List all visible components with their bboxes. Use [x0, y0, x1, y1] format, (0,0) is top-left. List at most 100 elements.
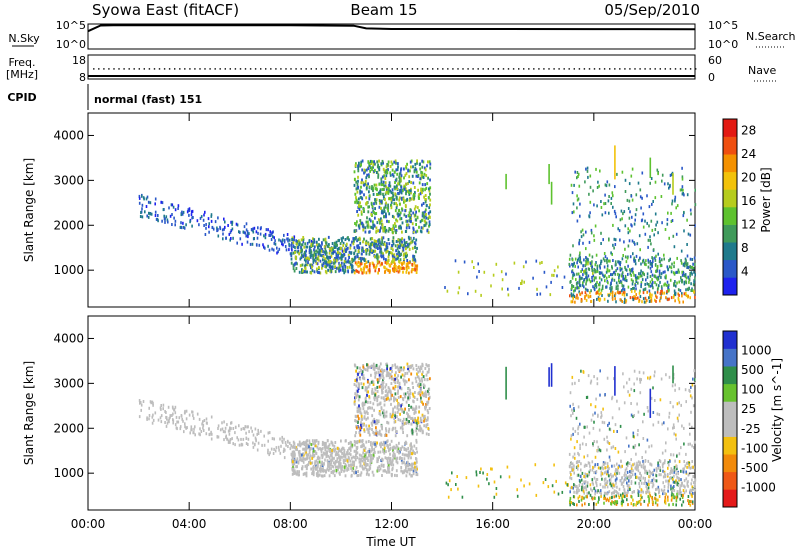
scatter-cell [350, 251, 353, 255]
scatter-cell [684, 464, 687, 468]
scatter-cell [623, 210, 626, 214]
scatter-cell [381, 188, 384, 191]
scatter-cell [585, 298, 588, 302]
scatter-cell [419, 177, 422, 181]
scatter-cell [619, 218, 622, 222]
scatter-cell [398, 451, 400, 455]
scatter-cell [659, 299, 661, 303]
scatter-cell [591, 481, 594, 485]
scatter-cell [377, 458, 379, 462]
scatter-cell [636, 242, 639, 246]
scatter-cell [615, 474, 617, 478]
scatter-cell [335, 465, 337, 469]
scatter-cell [344, 463, 347, 466]
scatter-cell [290, 444, 292, 448]
scatter-cell [231, 220, 234, 224]
scatter-cell [628, 268, 631, 272]
scatter-cell [393, 215, 395, 219]
scatter-cell [360, 163, 362, 167]
scatter-cell [644, 288, 646, 291]
scatter-cell [363, 444, 365, 448]
scatter-cell [366, 368, 369, 372]
scatter-cell [391, 428, 394, 432]
scatter-cell [603, 275, 605, 279]
scatter-cell [296, 457, 299, 461]
scatter-cell [630, 273, 633, 277]
scatter-cell [689, 272, 691, 275]
scatter-cell [360, 454, 363, 458]
scatter-cell [378, 379, 380, 383]
scatter-cell [427, 433, 430, 436]
scatter-cell [246, 425, 248, 429]
freq-point [619, 68, 621, 70]
scatter-cell [365, 417, 368, 421]
scatter-cell [595, 270, 597, 274]
scatter-cell [359, 439, 362, 443]
scatter-cell [634, 481, 637, 485]
scatter-cell [245, 431, 247, 435]
scatter-cell [597, 297, 600, 301]
freq-point [189, 68, 191, 70]
scatter-cell [425, 373, 428, 377]
scatter-cell [427, 176, 429, 180]
scatter-cell [422, 375, 425, 379]
scatter-cell [313, 258, 316, 262]
scatter-cell [654, 212, 657, 216]
scatter-cell [396, 404, 399, 408]
scatter-cell [375, 429, 378, 433]
scatter-cell [648, 296, 650, 300]
scatter-cell [354, 469, 357, 473]
scatter-cell [660, 377, 663, 381]
scatter-cell [366, 400, 369, 404]
scatter-cell [329, 453, 332, 457]
scatter-cell [365, 202, 367, 206]
scatter-cell [387, 261, 389, 265]
scatter-cell [428, 364, 430, 368]
scatter-cell [366, 224, 369, 228]
scatter-cell [358, 406, 361, 410]
scatter-cell [386, 259, 388, 263]
scatter-cell [365, 457, 368, 461]
scatter-cell [414, 191, 416, 195]
scatter-cell [598, 276, 601, 280]
scatter-cell [329, 448, 332, 452]
scatter-cell [389, 228, 392, 231]
scatter-cell [613, 278, 616, 282]
scatter-cell [386, 420, 388, 424]
scatter-cell [405, 380, 408, 384]
scatter-cell [409, 216, 412, 220]
scatter-cell [492, 273, 495, 277]
scatter-cell [427, 397, 430, 401]
scatter-cell [210, 214, 213, 218]
scatter-cell [141, 215, 144, 219]
scatter-cell [331, 464, 334, 468]
scatter-cell [412, 472, 415, 476]
scatter-cell [406, 259, 409, 262]
scatter-cell [155, 217, 158, 221]
scatter-cell [190, 210, 193, 214]
scatter-cell [522, 265, 525, 269]
scatter-cell [584, 268, 587, 272]
scatter-cell [640, 481, 643, 485]
scatter-cell [287, 440, 289, 444]
scatter-cell [191, 410, 194, 414]
scatter-cell [360, 459, 362, 463]
scatter-cell [636, 500, 638, 504]
scatter-cell [276, 251, 278, 255]
scatter-cell [149, 400, 152, 404]
scatter-cell [576, 286, 578, 290]
scatter-cell [376, 188, 378, 192]
scatter-cell [373, 211, 375, 215]
scatter-cell [292, 460, 294, 464]
scatter-cell [183, 411, 186, 415]
freq-point [558, 68, 560, 70]
scatter-cell [253, 237, 255, 240]
scatter-cell [301, 458, 303, 462]
scatter-cell [405, 466, 407, 470]
scatter-cell [414, 264, 417, 268]
scatter-cell [312, 470, 315, 474]
scatter-cell [350, 473, 353, 477]
scatter-cell [650, 396, 653, 400]
scatter-cell [391, 415, 393, 419]
scatter-cell [588, 461, 591, 465]
